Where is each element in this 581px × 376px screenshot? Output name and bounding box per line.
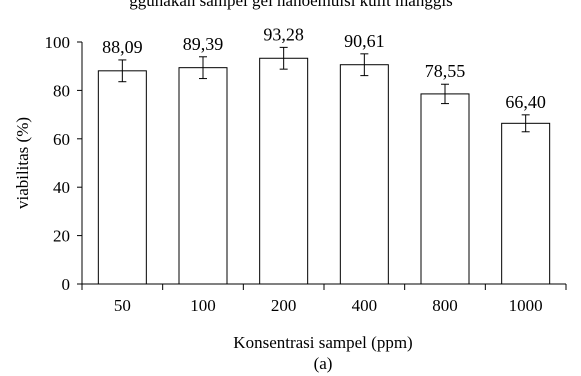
- y-tick-label: 20: [53, 227, 70, 246]
- data-label-200: 93,28: [263, 24, 304, 44]
- bar-800: [420, 93, 470, 285]
- bar-50: [97, 70, 147, 285]
- data-label-100: 89,39: [183, 34, 224, 54]
- x-tick-label-800: 800: [432, 296, 458, 315]
- y-tick-label: 100: [45, 33, 71, 52]
- data-labels: 88,09 89,39 93,28 90,61 78,55 66,40: [102, 24, 546, 111]
- y-axis: 0 20 40 60 80 100: [45, 33, 83, 294]
- y-tick-label: 60: [53, 130, 70, 149]
- bar-400: [339, 64, 389, 285]
- bar-200: [259, 57, 309, 285]
- y-tick-label: 80: [53, 81, 70, 100]
- figure-caption: (a): [314, 354, 333, 373]
- x-tick-label-100: 100: [190, 296, 216, 315]
- x-tick-label-200: 200: [271, 296, 297, 315]
- data-label-800: 78,55: [425, 61, 466, 81]
- y-tick-label: 0: [62, 275, 71, 294]
- y-axis-title: viabilitas (%): [13, 117, 32, 209]
- x-tick-label-400: 400: [352, 296, 378, 315]
- y-tick-label: 40: [53, 178, 70, 197]
- x-axis: 50 100 200 400 800 1000: [81, 283, 567, 315]
- x-axis-title: Konsentrasi sampel (ppm): [233, 333, 412, 352]
- data-label-50: 88,09: [102, 37, 143, 57]
- data-label-1000: 66,40: [505, 92, 546, 112]
- data-label-400: 90,61: [344, 31, 385, 51]
- error-bars: [118, 46, 530, 133]
- x-tick-labels: 50 100 200 400 800 1000: [81, 284, 567, 315]
- bar-1000: [501, 122, 551, 285]
- x-tick-label-1000: 1000: [509, 296, 543, 315]
- bar-100: [178, 67, 228, 285]
- y-tick-labels: 0 20 40 60 80 100: [45, 33, 82, 294]
- top-clipped-text: ggunakan sampel gel nanoemulsi kulit man…: [129, 0, 452, 10]
- x-tick-label-50: 50: [114, 296, 131, 315]
- bars: [97, 57, 551, 285]
